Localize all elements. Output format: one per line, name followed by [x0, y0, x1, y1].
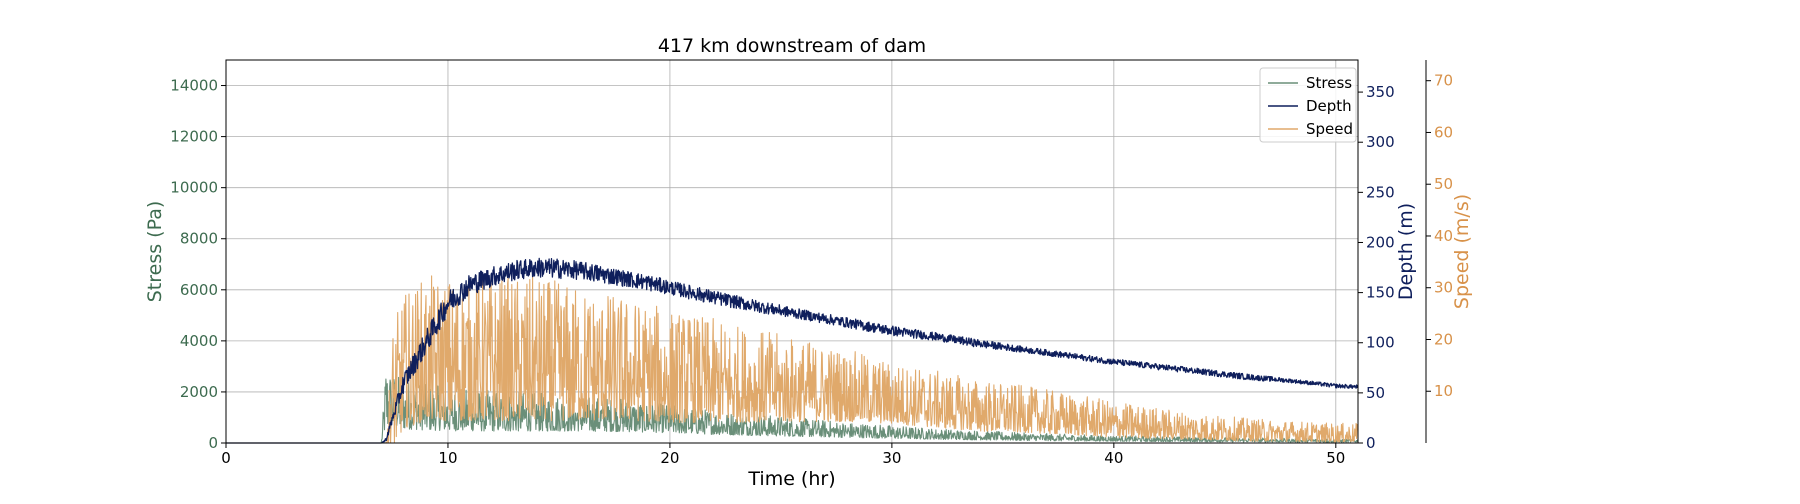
chart-title: 417 km downstream of dam: [658, 35, 926, 57]
speed-tick-label: 30: [1434, 279, 1453, 297]
stress-tick-label: 4000: [180, 332, 218, 350]
legend-label-stress: Stress: [1306, 74, 1352, 92]
legend-label-speed: Speed: [1306, 120, 1353, 138]
depth-tick-label: 100: [1366, 334, 1395, 352]
plot-frame: [225, 59, 1359, 444]
stress-tick-label: 6000: [180, 281, 218, 299]
series-speed: [225, 275, 1359, 444]
depth-tick-label: 0: [1366, 434, 1376, 452]
x-tick-label: 40: [1104, 449, 1123, 467]
speed-axis-label: Speed (m/s): [1451, 194, 1473, 309]
depth-tick-label: 50: [1366, 384, 1385, 402]
stress-tick-label: 14000: [170, 77, 218, 95]
depth-tick-label: 200: [1366, 233, 1395, 251]
axes: 0 10 20 30 40 5002000400060008000100001200014…: [170, 60, 1453, 467]
stress-tick-label: 0: [208, 434, 218, 452]
depth-tick-label: 350: [1366, 83, 1395, 101]
speed-tick-label: 60: [1434, 123, 1453, 141]
speed-tick-label: 40: [1434, 227, 1453, 245]
speed-tick-label: 50: [1434, 175, 1453, 193]
speed-tick-label: 10: [1434, 382, 1453, 400]
stress-tick-label: 2000: [180, 383, 218, 401]
x-tick-label: 0: [221, 449, 231, 467]
depth-axis-label: Depth (m): [1395, 203, 1417, 300]
stress-tick-label: 10000: [170, 179, 218, 197]
x-tick-label: 50: [1326, 449, 1345, 467]
depth-tick-label: 250: [1366, 183, 1395, 201]
depth-tick-label: 150: [1366, 284, 1395, 302]
series-depth: [225, 257, 1359, 444]
series-layer: [225, 257, 1359, 444]
stress-tick-label: 12000: [170, 128, 218, 146]
speed-tick-label: 20: [1434, 330, 1453, 348]
legend: Stress Depth Speed: [1259, 67, 1357, 143]
stress-tick-label: 8000: [180, 230, 218, 248]
x-axis-label: Time (hr): [747, 468, 835, 490]
depth-tick-label: 300: [1366, 133, 1395, 151]
x-tick-label: 20: [660, 449, 679, 467]
legend-box: [1259, 67, 1357, 143]
x-tick-label: 10: [438, 449, 457, 467]
stress-axis-label: Stress (Pa): [144, 201, 166, 303]
x-tick-label: 30: [882, 449, 901, 467]
legend-label-depth: Depth: [1306, 97, 1352, 115]
speed-tick-label: 70: [1434, 72, 1453, 90]
